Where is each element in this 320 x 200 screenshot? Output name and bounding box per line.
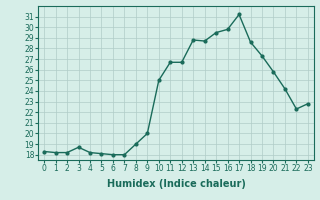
X-axis label: Humidex (Indice chaleur): Humidex (Indice chaleur) — [107, 179, 245, 189]
